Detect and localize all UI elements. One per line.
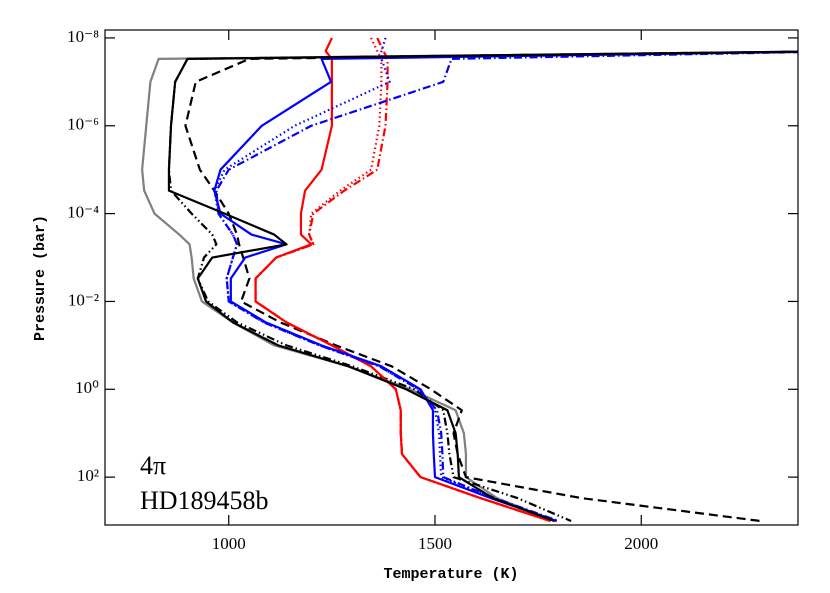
y-tick-label: 10⁻⁶ (67, 115, 99, 134)
y-tick-label: 10⁻⁸ (67, 27, 99, 46)
x-tick-label: 1500 (418, 534, 452, 553)
y-axis-label: Pressure (bar) (32, 215, 49, 341)
profile-line (254, 37, 551, 523)
profile-line (167, 50, 798, 523)
profile-line (141, 50, 798, 523)
y-tick-label: 10⁻² (68, 290, 99, 309)
profile-line (254, 37, 551, 523)
profile-line (254, 37, 551, 523)
profile-line (213, 37, 558, 523)
profile-line (184, 50, 798, 523)
x-tick-label: 2000 (624, 534, 658, 553)
lines (141, 37, 798, 523)
annotation: 4π (140, 451, 166, 480)
y-tick-label: 10⁻⁴ (67, 203, 99, 222)
profile-line (213, 50, 798, 523)
x-axis-label: Temperature (K) (383, 566, 518, 583)
y-tick-label: 10² (77, 466, 99, 485)
y-tick-label: 10⁰ (75, 378, 99, 397)
annotation: HD189458b (140, 486, 269, 515)
x-tick-label: 1000 (212, 534, 246, 553)
profile-line (215, 51, 798, 523)
plot-frame (104, 29, 799, 526)
